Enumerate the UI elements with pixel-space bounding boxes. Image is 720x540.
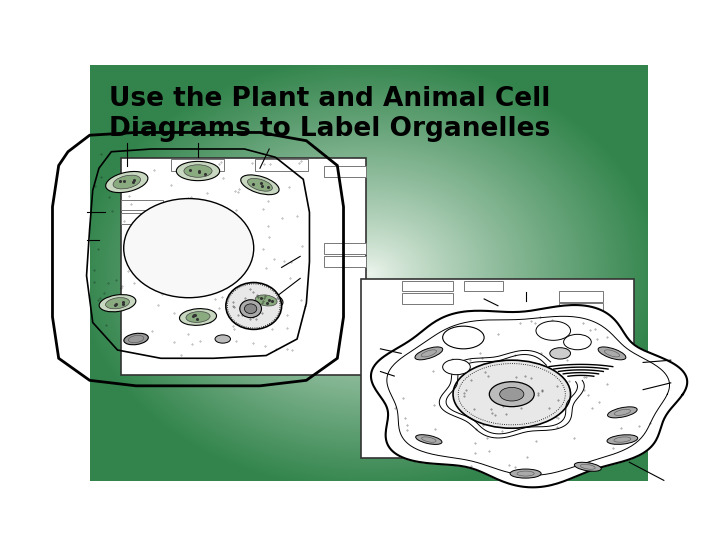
Bar xyxy=(121,199,163,210)
Bar xyxy=(361,279,634,458)
Ellipse shape xyxy=(226,282,282,329)
Bar xyxy=(402,293,453,304)
Bar xyxy=(324,256,366,267)
Ellipse shape xyxy=(106,298,130,309)
Bar xyxy=(464,281,503,292)
Ellipse shape xyxy=(255,295,277,306)
Bar xyxy=(255,159,307,171)
Bar xyxy=(559,291,603,302)
Ellipse shape xyxy=(124,199,253,298)
Ellipse shape xyxy=(607,435,638,444)
Ellipse shape xyxy=(245,304,257,314)
Ellipse shape xyxy=(186,312,210,322)
Bar xyxy=(559,438,603,449)
Ellipse shape xyxy=(415,435,442,444)
Bar xyxy=(402,281,453,292)
Ellipse shape xyxy=(443,326,484,349)
Ellipse shape xyxy=(240,175,279,195)
Ellipse shape xyxy=(99,295,136,312)
Ellipse shape xyxy=(575,462,601,471)
Ellipse shape xyxy=(500,387,524,401)
Ellipse shape xyxy=(106,172,148,193)
Ellipse shape xyxy=(415,347,443,360)
Bar xyxy=(171,159,224,171)
Ellipse shape xyxy=(113,175,140,189)
Ellipse shape xyxy=(184,165,212,177)
Bar xyxy=(559,303,603,314)
Ellipse shape xyxy=(215,335,230,343)
Ellipse shape xyxy=(249,292,283,309)
Ellipse shape xyxy=(598,347,626,360)
Ellipse shape xyxy=(240,300,261,318)
Ellipse shape xyxy=(564,334,591,350)
Bar xyxy=(324,166,366,177)
Polygon shape xyxy=(371,305,687,487)
Ellipse shape xyxy=(453,360,570,428)
Bar xyxy=(121,158,366,375)
Ellipse shape xyxy=(510,469,541,478)
Ellipse shape xyxy=(124,333,148,345)
Ellipse shape xyxy=(550,348,570,359)
Ellipse shape xyxy=(608,407,637,418)
Ellipse shape xyxy=(179,309,217,325)
Ellipse shape xyxy=(443,359,470,375)
Ellipse shape xyxy=(248,178,272,191)
Bar xyxy=(121,213,163,224)
Ellipse shape xyxy=(176,161,220,181)
Ellipse shape xyxy=(490,382,534,407)
Bar xyxy=(324,243,366,254)
Text: Use the Plant and Animal Cell
Diagrams to Label Organelles: Use the Plant and Animal Cell Diagrams t… xyxy=(109,85,551,141)
Ellipse shape xyxy=(536,321,570,340)
